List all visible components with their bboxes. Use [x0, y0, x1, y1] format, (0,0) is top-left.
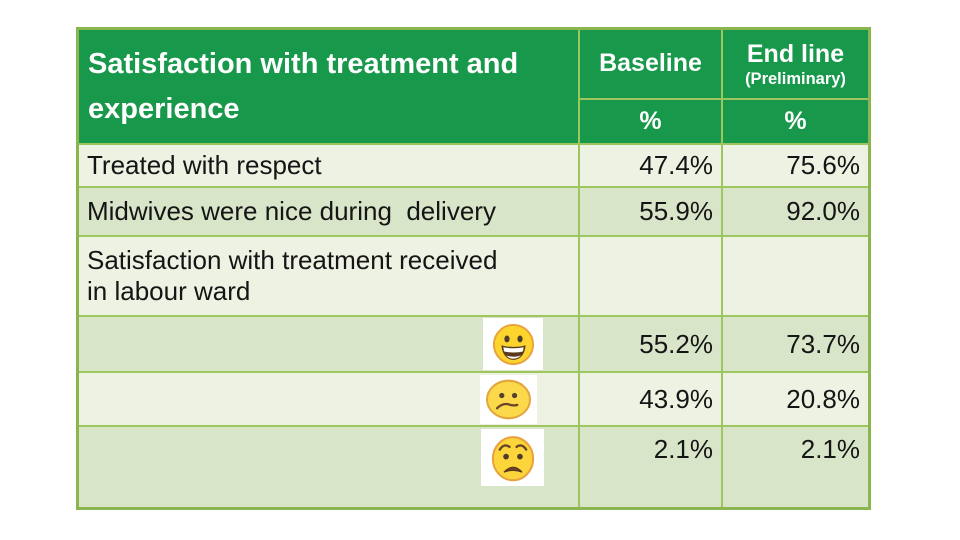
baseline-value-midwives-nice: 55.9%	[580, 188, 723, 237]
baseline-value-worried: 2.1%	[580, 427, 723, 507]
endline-value-midwives-nice: 92.0%	[723, 188, 868, 237]
endline-preliminary-note: (Preliminary)	[745, 69, 846, 88]
endline-value-confused: 20.8%	[723, 373, 868, 427]
row-label-confused	[79, 373, 580, 427]
grinning-face-icon	[492, 323, 534, 365]
column-header-baseline: Baseline	[580, 30, 723, 100]
confused-face-icon	[485, 379, 532, 419]
row-label-worried	[79, 427, 580, 507]
confused-face-image-box	[480, 374, 537, 424]
endline-value-treatment-labour-ward	[723, 237, 868, 317]
satisfaction-table: Satisfaction with treatment and experien…	[76, 27, 871, 510]
endline-label: End line	[746, 39, 845, 68]
endline-value-grinning: 73.7%	[723, 317, 868, 373]
worried-face-icon	[491, 435, 534, 481]
row-label-midwives-nice: Midwives were nice during delivery	[79, 188, 580, 237]
endline-value-treated-with-respect: 75.6%	[723, 145, 868, 188]
row-label-treated-with-respect: Treated with respect	[79, 145, 580, 188]
baseline-value-grinning: 55.2%	[580, 317, 723, 373]
baseline-unit-header: %	[580, 100, 723, 145]
baseline-value-confused: 43.9%	[580, 373, 723, 427]
column-header-endline: End line (Preliminary)	[723, 30, 868, 100]
worried-face-image-box	[481, 429, 544, 486]
row-label-grinning	[79, 317, 580, 373]
baseline-value-treatment-labour-ward	[580, 237, 723, 317]
endline-unit-header: %	[723, 100, 868, 145]
grinning-face-image-box	[483, 318, 543, 370]
endline-value-worried: 2.1%	[723, 427, 868, 507]
row-label-treatment-labour-ward: Satisfaction with treatment received in …	[79, 237, 580, 317]
table-title: Satisfaction with treatment and experien…	[79, 30, 580, 145]
baseline-value-treated-with-respect: 47.4%	[580, 145, 723, 188]
